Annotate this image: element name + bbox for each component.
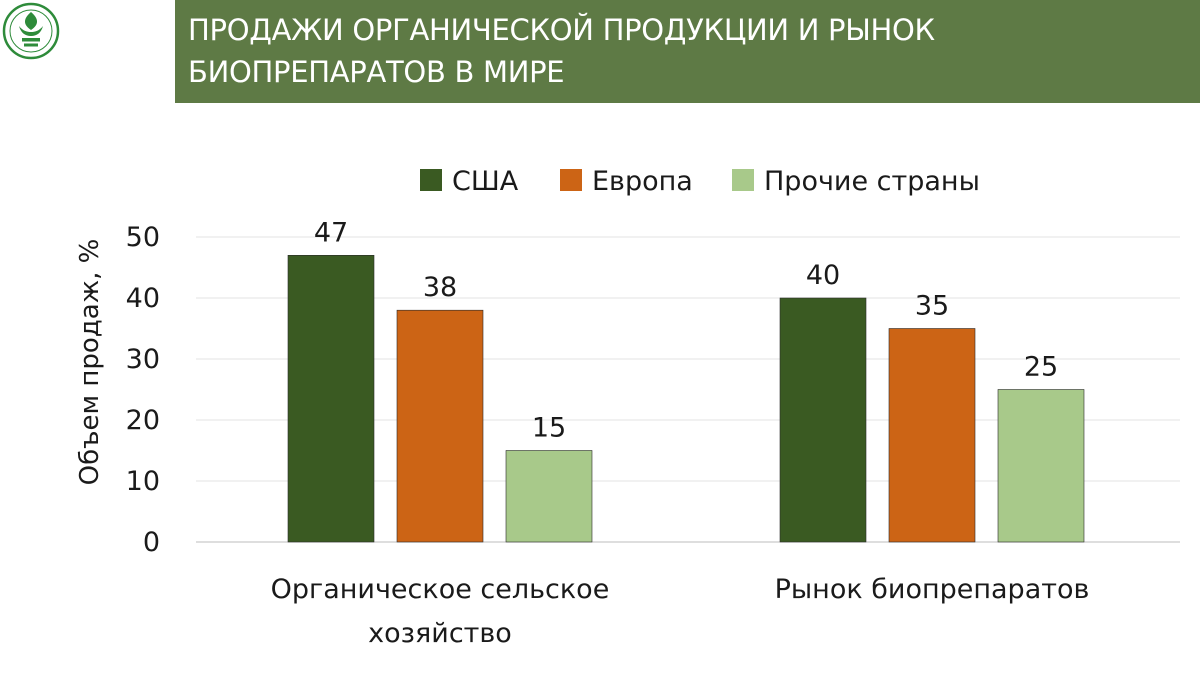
data-label: 38: [423, 272, 457, 303]
x-category-label: хозяйство: [368, 618, 512, 649]
y-tick-label: 0: [143, 527, 160, 558]
bar: [997, 389, 1085, 543]
bar: [888, 328, 976, 543]
legend-swatch: [560, 169, 582, 191]
data-label: 25: [1024, 352, 1058, 383]
bar: [287, 255, 375, 543]
y-tick-label: 20: [126, 405, 160, 436]
y-tick-label: 30: [126, 344, 160, 375]
legend-label: Прочие страны: [764, 166, 980, 197]
bar: [779, 297, 867, 543]
y-axis-label: Объем продаж, %: [75, 239, 105, 486]
y-tick-label: 10: [126, 466, 160, 497]
data-label: 47: [314, 217, 348, 248]
x-category-label: Рынок биопрепаратов: [775, 574, 1090, 605]
legend-label: Европа: [592, 166, 693, 197]
x-category-label: Органическое сельское: [271, 574, 610, 605]
data-label: 15: [532, 413, 566, 444]
slide-title: ПРОДАЖИ ОРГАНИЧЕСКОЙ ПРОДУКЦИИ И РЫНОК Б…: [188, 13, 935, 89]
title-bar: ПРОДАЖИ ОРГАНИЧЕСКОЙ ПРОДУКЦИИ И РЫНОК Б…: [175, 0, 1200, 103]
legend-swatch: [732, 169, 754, 191]
y-tick-label: 50: [126, 222, 160, 253]
logo-emblem-icon: [2, 2, 60, 60]
bar: [396, 309, 484, 543]
bar: [505, 450, 593, 543]
data-label: 35: [915, 291, 949, 322]
legend-label: США: [452, 166, 519, 197]
y-tick-label: 40: [126, 283, 160, 314]
legend-swatch: [420, 169, 442, 191]
data-label: 40: [806, 260, 840, 291]
